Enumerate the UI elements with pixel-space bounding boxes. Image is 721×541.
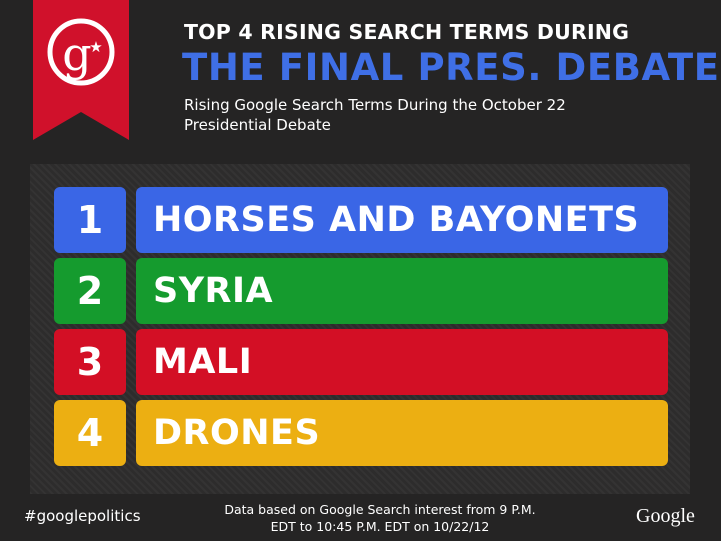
title-line-2: THE FINAL PRES. DEBATE <box>182 46 720 89</box>
svg-text:★: ★ <box>89 38 102 56</box>
ranking-row-4: 4 DRONES <box>54 400 668 466</box>
ranking-row-2: 2 SYRIA <box>54 258 668 324</box>
rank-number-2: 2 <box>54 258 126 324</box>
rank-number-3: 3 <box>54 329 126 395</box>
search-term-3: MALI <box>136 329 668 395</box>
ranking-row-3: 3 MALI <box>54 329 668 395</box>
search-term-1: HORSES AND BAYONETS <box>136 187 668 253</box>
rankings-panel: 1 HORSES AND BAYONETS 2 SYRIA 3 MALI 4 D… <box>30 164 690 494</box>
rank-number-4: 4 <box>54 400 126 466</box>
svg-text:g: g <box>62 27 91 81</box>
google-politics-banner: g ★ <box>33 0 129 140</box>
search-term-4: DRONES <box>136 400 668 466</box>
data-source-note: Data based on Google Search interest fro… <box>224 502 536 534</box>
google-logo: Google <box>636 505 695 527</box>
title-line-1: TOP 4 RISING SEARCH TERMS DURING <box>184 20 630 44</box>
hashtag: #googlepolitics <box>24 507 141 525</box>
ranking-row-1: 1 HORSES AND BAYONETS <box>54 187 668 253</box>
rank-number-1: 1 <box>54 187 126 253</box>
search-term-2: SYRIA <box>136 258 668 324</box>
subtitle: Rising Google Search Terms During the Oc… <box>184 96 566 134</box>
